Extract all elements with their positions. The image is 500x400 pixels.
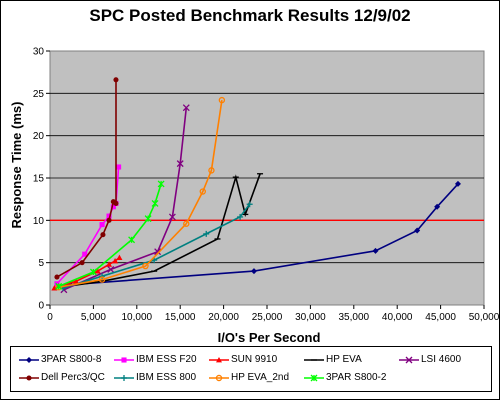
y-tick-label: 15 bbox=[33, 174, 45, 185]
legend-swatch bbox=[209, 374, 229, 382]
legend-label: Dell Perc3/QC bbox=[41, 372, 105, 383]
data-point bbox=[216, 357, 222, 363]
x-tick-label: 20,000 bbox=[208, 312, 239, 323]
data-point bbox=[237, 213, 244, 220]
data-point bbox=[54, 274, 60, 280]
y-axis-title: Response Time (ms) bbox=[9, 102, 24, 229]
data-point bbox=[168, 213, 176, 221]
data-point bbox=[55, 282, 63, 290]
legend-swatch bbox=[114, 375, 134, 381]
legend-swatch bbox=[114, 357, 134, 363]
x-tick-label: 40,000 bbox=[382, 312, 413, 323]
legend: 3PAR S800-8 IBM ESS F20 SUN 9910 HP EVA LSI … bbox=[10, 346, 492, 392]
x-tick-label: 30,000 bbox=[295, 312, 326, 323]
data-point bbox=[203, 230, 210, 237]
data-point bbox=[121, 375, 127, 381]
y-tick-label: 20 bbox=[33, 131, 45, 142]
data-point bbox=[113, 200, 119, 206]
data-point bbox=[157, 180, 165, 188]
data-point bbox=[82, 251, 88, 257]
legend-swatch bbox=[209, 357, 229, 363]
data-point bbox=[144, 215, 152, 223]
x-tick-label: 5,000 bbox=[81, 312, 106, 323]
data-point bbox=[454, 180, 461, 187]
legend-label: IBM ESS 800 bbox=[136, 372, 197, 383]
legend-label: LSI 4600 bbox=[421, 354, 462, 365]
y-tick-label: 0 bbox=[38, 301, 44, 312]
chart-title: SPC Posted Benchmark Results 12/9/02 bbox=[89, 6, 411, 25]
legend-swatch bbox=[19, 357, 39, 363]
data-point bbox=[372, 247, 379, 254]
data-point bbox=[89, 268, 97, 276]
data-point bbox=[98, 276, 106, 283]
legend-label: SUN 9910 bbox=[231, 354, 278, 365]
y-tick-label: 5 bbox=[38, 258, 44, 269]
x-tick-label: 35,000 bbox=[339, 312, 370, 323]
data-point bbox=[121, 357, 127, 363]
x-tick-label: 25,000 bbox=[252, 312, 283, 323]
data-point bbox=[26, 357, 32, 363]
data-point bbox=[154, 248, 162, 256]
data-point bbox=[112, 257, 119, 264]
data-point bbox=[218, 96, 226, 104]
series-line bbox=[58, 183, 162, 288]
x-tick-label: 0 bbox=[47, 312, 53, 323]
data-point bbox=[106, 213, 112, 219]
data-point bbox=[73, 278, 80, 284]
data-point bbox=[113, 77, 119, 83]
data-point bbox=[94, 268, 101, 274]
data-point bbox=[128, 236, 136, 244]
data-point bbox=[79, 260, 85, 266]
series-line bbox=[69, 183, 459, 286]
data-point bbox=[176, 160, 184, 168]
legend-swatch bbox=[304, 374, 324, 382]
data-point bbox=[310, 374, 318, 382]
data-point bbox=[107, 265, 115, 273]
data-point bbox=[414, 227, 421, 234]
data-point bbox=[116, 254, 123, 260]
data-point bbox=[116, 164, 122, 170]
data-point bbox=[405, 356, 413, 364]
legend-swatch bbox=[19, 375, 39, 381]
data-point bbox=[142, 262, 149, 270]
legend-label: IBM ESS F20 bbox=[136, 354, 197, 365]
data-point bbox=[182, 104, 190, 112]
data-point bbox=[183, 220, 190, 227]
series-line bbox=[58, 99, 223, 288]
legend-label: 3PAR S800-2 bbox=[326, 372, 387, 383]
series-line bbox=[62, 203, 251, 289]
data-point bbox=[199, 188, 206, 195]
data-point bbox=[110, 204, 116, 210]
x-tick-label: 45,000 bbox=[425, 312, 456, 323]
data-point bbox=[434, 203, 441, 210]
data-point bbox=[106, 261, 113, 267]
y-tick-label: 25 bbox=[33, 89, 45, 100]
x-axis-title: I/O's Per Second bbox=[218, 330, 321, 345]
y-tick-label: 10 bbox=[33, 216, 45, 227]
y-tick-label: 30 bbox=[33, 47, 45, 58]
data-point bbox=[250, 268, 257, 275]
data-point bbox=[106, 217, 112, 223]
series-line bbox=[63, 107, 188, 291]
data-point bbox=[99, 273, 106, 280]
data-point bbox=[151, 199, 159, 207]
data-point bbox=[246, 201, 253, 208]
legend-swatch bbox=[304, 359, 324, 361]
x-tick-label: 15,000 bbox=[165, 312, 196, 323]
legend-swatch bbox=[399, 356, 419, 364]
data-point bbox=[215, 374, 223, 382]
legend-label: 3PAR S800-8 bbox=[41, 354, 102, 365]
legend-label: HP EVA bbox=[326, 354, 362, 365]
legend-label: HP EVA_2nd bbox=[231, 372, 290, 383]
data-point bbox=[100, 232, 106, 238]
x-tick-label: 10,000 bbox=[122, 312, 153, 323]
data-point bbox=[208, 167, 215, 174]
x-tick-label: 50,000 bbox=[469, 312, 500, 323]
data-point bbox=[99, 222, 105, 228]
data-point bbox=[26, 375, 32, 381]
